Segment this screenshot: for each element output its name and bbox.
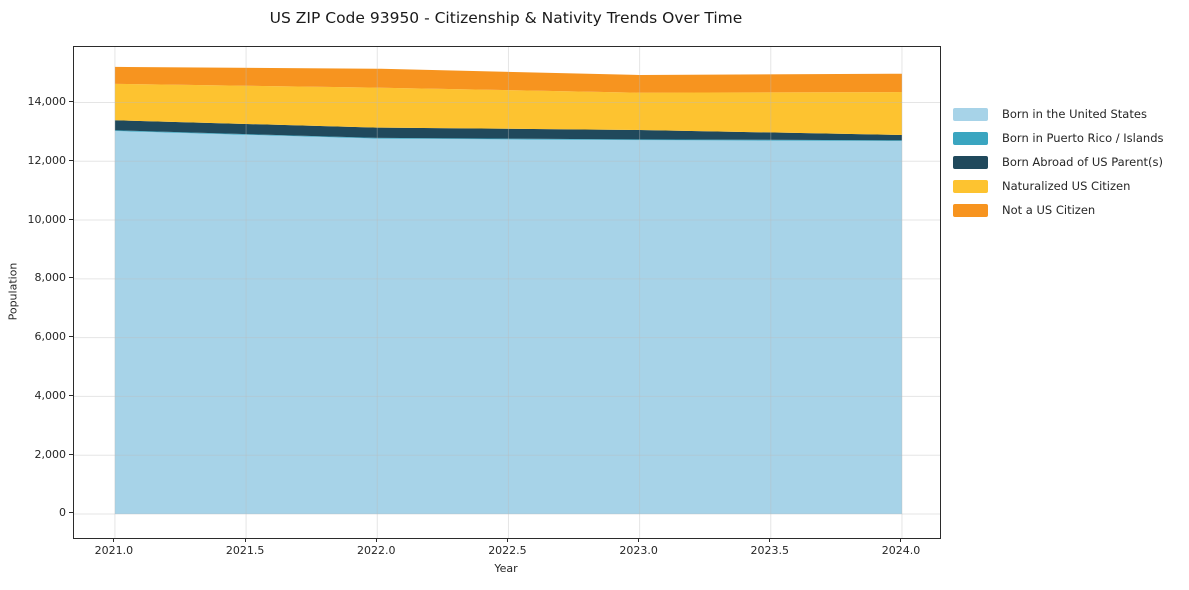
- legend-swatch: [953, 132, 988, 145]
- area-series: [114, 83, 902, 135]
- legend-item: Naturalized US Citizen: [953, 180, 1164, 193]
- legend-item: Born in the United States: [953, 108, 1164, 121]
- y-tick-label: 0: [59, 506, 66, 520]
- legend-item: Not a US Citizen: [953, 204, 1164, 217]
- plot-area: [73, 46, 941, 539]
- y-tick-mark: [69, 336, 73, 338]
- y-tick-label: 14,000: [27, 94, 67, 108]
- x-tick-label: 2022.5: [488, 544, 527, 557]
- x-tick-mark: [769, 538, 771, 542]
- legend-swatch: [953, 108, 988, 121]
- legend-label: Born Abroad of US Parent(s): [1002, 155, 1163, 169]
- area-series: [114, 130, 902, 141]
- legend-label: Naturalized US Citizen: [1002, 179, 1131, 193]
- y-tick-label: 10,000: [27, 212, 67, 226]
- y-tick-mark: [69, 394, 73, 396]
- area-series: [114, 120, 902, 141]
- y-tick-label: 8,000: [34, 271, 67, 285]
- legend-swatch: [953, 204, 988, 217]
- x-tick-label: 2023.5: [750, 544, 790, 557]
- x-tick-mark: [506, 538, 508, 542]
- x-tick-mark: [900, 538, 902, 542]
- y-tick-mark: [69, 100, 73, 102]
- legend-item: Born Abroad of US Parent(s): [953, 156, 1164, 169]
- y-tick-label: 12,000: [27, 153, 67, 167]
- legend: Born in the United States Born in Puerto …: [953, 108, 1164, 228]
- x-tick-label: 2021.5: [225, 544, 265, 557]
- y-tick-label: 4,000: [34, 388, 67, 402]
- y-tick-mark: [69, 512, 73, 514]
- x-tick-mark: [375, 538, 377, 542]
- y-tick-mark: [69, 277, 73, 279]
- x-axis-label: Year: [494, 562, 518, 575]
- y-tick-label: 2,000: [34, 447, 67, 461]
- x-tick-label: 2021.0: [94, 544, 134, 557]
- chart-title: US ZIP Code 93950 - Citizenship & Nativi…: [269, 9, 743, 27]
- x-tick-mark: [638, 538, 640, 542]
- legend-swatch: [953, 180, 988, 193]
- y-tick-label: 6,000: [34, 330, 67, 344]
- y-tick-mark: [69, 218, 73, 220]
- x-tick-label: 2024.0: [881, 544, 921, 557]
- y-axis-label: Population: [6, 262, 20, 321]
- legend-swatch: [953, 156, 988, 169]
- legend-item: Born in Puerto Rico / Islands: [953, 132, 1164, 145]
- x-tick-label: 2023.0: [619, 544, 658, 557]
- area-series: [114, 66, 902, 93]
- area-series: [114, 131, 902, 514]
- y-tick-mark: [69, 453, 73, 455]
- legend-label: Born in Puerto Rico / Islands: [1002, 131, 1164, 145]
- x-tick-label: 2022.0: [357, 544, 396, 557]
- stacked-area-plot: [74, 47, 940, 538]
- legend-label: Not a US Citizen: [1002, 203, 1096, 217]
- x-tick-mark: [244, 538, 246, 542]
- x-tick-mark: [113, 538, 115, 542]
- legend-label: Born in the United States: [1002, 107, 1147, 121]
- y-tick-mark: [69, 159, 73, 161]
